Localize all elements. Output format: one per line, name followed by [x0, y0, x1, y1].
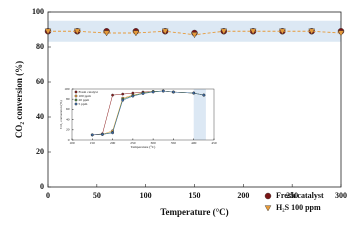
legend-marker	[74, 90, 78, 94]
y-tick-label: 100	[64, 87, 70, 91]
legend-marker	[74, 94, 78, 98]
data-point	[90, 133, 94, 137]
highlight-band	[193, 89, 206, 140]
x-tick-label: 250	[130, 141, 136, 145]
x-tick-label: 200	[110, 141, 116, 145]
legend-marker	[74, 98, 78, 102]
x-tick-label: 300	[151, 141, 157, 145]
data-point	[103, 30, 110, 37]
data-point	[141, 92, 145, 95]
x-tick-label: 450	[211, 141, 217, 145]
data-point	[121, 98, 125, 102]
data-point	[308, 28, 316, 35]
legend-label: 5 ppm	[79, 102, 88, 106]
data-point	[73, 28, 81, 35]
y-tick-label: 20	[36, 147, 44, 156]
data-point	[44, 28, 52, 35]
y-tick-label: 20	[66, 128, 70, 132]
y-tick-label: 60	[36, 77, 44, 86]
x-tick-label: 0	[46, 191, 50, 200]
data-point	[161, 28, 169, 35]
y-tick-label: 0	[68, 138, 70, 142]
data-point	[191, 32, 198, 39]
x-tick-label: 300	[335, 191, 347, 200]
y-tick-label: 80	[36, 42, 44, 51]
data-point	[111, 93, 114, 97]
y-tick-label: 60	[66, 107, 70, 111]
legend-marker	[264, 205, 272, 212]
legend-label: 20 ppm	[79, 98, 90, 102]
legend-label: H₂S 100 ppm	[276, 203, 321, 212]
data-point	[249, 28, 257, 35]
y-tick-label: 40	[36, 112, 44, 121]
legend: Fresh catalyst H₂S 100 ppm	[276, 191, 324, 212]
legend-marker	[264, 192, 272, 200]
x-tick-label: 200	[237, 191, 249, 200]
x-tick-label: 350	[171, 141, 177, 145]
y-tick-label: 0	[40, 182, 44, 191]
x-tick-label: 100	[69, 141, 75, 145]
legend-marker	[74, 102, 78, 106]
data-point	[121, 92, 125, 96]
legend-label: Fresh catalyst	[79, 90, 98, 94]
data-point	[220, 28, 228, 35]
data-point	[172, 90, 175, 94]
data-point	[279, 28, 286, 35]
x-axis-label: Temperature (°C)	[160, 207, 228, 217]
plot-frame	[71, 88, 215, 141]
x-tick-label: 150	[90, 141, 96, 145]
plot-background	[72, 89, 214, 140]
x-tick-label: 50	[93, 191, 101, 200]
legend-label: 100 ppm	[79, 94, 92, 98]
data-point	[111, 131, 114, 135]
x-axis-label: Temperature (°C)	[131, 145, 156, 149]
y-tick-label: 100	[32, 7, 44, 16]
data-point	[202, 93, 206, 97]
y-tick-label: 80	[66, 97, 70, 101]
data-point	[192, 91, 196, 95]
y-axis-label: CO₂ conversion (%)	[59, 99, 63, 128]
x-tick-label: 150	[189, 191, 201, 200]
data-point	[101, 132, 104, 136]
data-point	[132, 30, 140, 37]
x-tick-label: 100	[140, 191, 152, 200]
legend-label: Fresh catalyst	[276, 191, 324, 200]
data-point	[161, 89, 165, 93]
y-tick-label: 40	[66, 117, 70, 121]
data-point	[151, 90, 155, 94]
data-point	[337, 30, 345, 37]
x-tick-label: 400	[191, 141, 197, 145]
data-point	[131, 94, 135, 98]
inset-chart: 0 20 40 60 80 100 100 150 200 250 300 350 400 450 Temp…	[59, 87, 217, 149]
y-axis-label: CO₂ conversion (%)	[14, 61, 24, 138]
x-tick-label: 250	[286, 191, 298, 200]
